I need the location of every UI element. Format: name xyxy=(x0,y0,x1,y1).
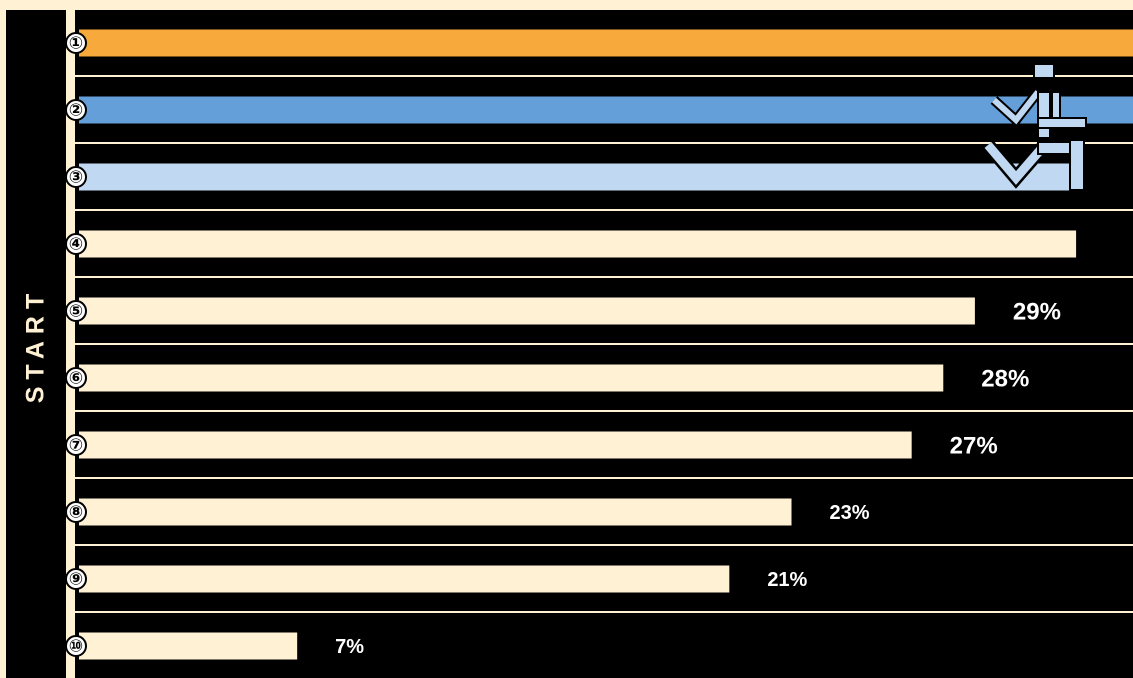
rank-badge xyxy=(65,501,87,523)
start-column xyxy=(6,10,66,678)
seated-figure-icon xyxy=(982,63,1087,191)
rank-badge xyxy=(65,233,87,255)
value-label: 23% xyxy=(830,502,870,524)
rank-label: ⑨ xyxy=(69,570,83,590)
bar-5 xyxy=(79,297,975,325)
bar-6 xyxy=(79,364,944,392)
rank-label: ⑧ xyxy=(69,503,83,523)
bar-10 xyxy=(79,632,298,660)
rank-badge xyxy=(65,367,87,389)
value-label: 21% xyxy=(767,569,807,591)
rank-label: ⑩ xyxy=(69,637,83,657)
bar-3 xyxy=(79,163,1070,191)
value-label: 29% xyxy=(1013,299,1061,326)
value-label: 28% xyxy=(981,366,1029,393)
rank-label: ⑦ xyxy=(69,436,83,456)
rank-label: ① xyxy=(69,34,83,54)
bar-7 xyxy=(79,431,912,459)
bar-1 xyxy=(79,29,1133,57)
rank-label: ⑥ xyxy=(69,369,83,389)
rank-badge xyxy=(65,568,87,590)
rank-label: ⑤ xyxy=(69,302,83,322)
rank-label: ④ xyxy=(69,235,83,255)
value-label: 7% xyxy=(335,636,364,658)
rank-label: ③ xyxy=(69,168,83,188)
rank-badge xyxy=(65,32,87,54)
bar-2 xyxy=(79,96,1133,124)
rank-badge xyxy=(65,300,87,322)
rank-badge xyxy=(65,635,87,657)
bar-9 xyxy=(79,565,730,593)
rank-badge xyxy=(65,166,87,188)
rank-badge xyxy=(65,434,87,456)
rank-label: ② xyxy=(69,101,83,121)
rank-badge xyxy=(65,99,87,121)
bar-8 xyxy=(79,498,792,526)
bar-4 xyxy=(79,230,1077,258)
value-label: 27% xyxy=(950,433,998,460)
